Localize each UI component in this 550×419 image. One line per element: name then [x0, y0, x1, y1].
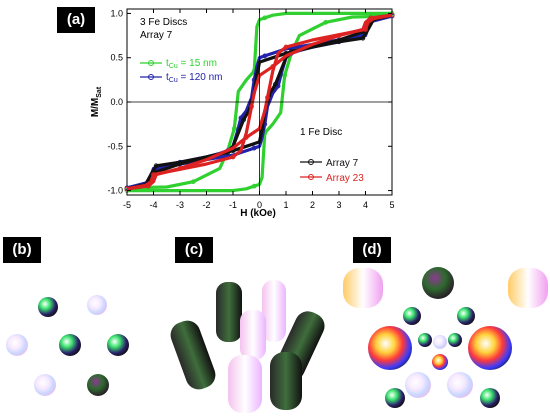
y-tick-label: -1.0 — [107, 186, 123, 196]
series-point — [282, 73, 288, 78]
y-axis-label-main: M/M — [90, 98, 101, 117]
x-tick-label: -5 — [123, 200, 131, 210]
legend-entry-array-23: Array 23 — [300, 173, 364, 184]
series-point — [153, 163, 159, 169]
disc-b-1 — [38, 297, 58, 317]
legend-entry-array-7: Array 7 — [300, 158, 359, 169]
disc-d-8 — [448, 333, 462, 347]
cyl-c-7 — [270, 352, 302, 410]
series-point — [190, 179, 196, 185]
disc-b-7 — [87, 374, 109, 396]
series-point — [265, 95, 270, 100]
series-point — [283, 44, 289, 50]
disc-d-1 — [422, 267, 454, 299]
x-tick-label: -4 — [149, 200, 157, 210]
x-tick-label: 0 — [257, 200, 262, 210]
cyl-c-4 — [170, 320, 216, 390]
series-point — [360, 35, 366, 41]
legend-array-7-text: Array 7 — [326, 158, 359, 169]
series-point — [231, 126, 237, 131]
cyl-d-2 — [508, 268, 548, 308]
panel-label-b: (b) — [3, 237, 41, 263]
series-point — [270, 64, 276, 69]
disc-d-7 — [433, 335, 447, 349]
cyl-c-3 — [240, 310, 266, 360]
series-point — [230, 154, 236, 160]
series-line-0-ascending — [127, 14, 393, 193]
legend-15nm-text: tCu = 15 nm — [166, 58, 217, 70]
x-tick-label: 3 — [336, 200, 341, 210]
series-point — [262, 15, 268, 21]
legend-top: tCu = 15 nm tCu = 120 nm — [140, 58, 223, 84]
cyl-c-6 — [228, 355, 262, 413]
series-point — [336, 33, 342, 38]
disc-d-2 — [403, 307, 421, 325]
cyl-d-1 — [343, 268, 383, 308]
x-tick-label: -3 — [176, 200, 184, 210]
disc-b-4 — [59, 334, 81, 356]
series-line-3-ascending — [126, 13, 393, 191]
series-point — [262, 53, 268, 59]
disc-d-11 — [447, 372, 473, 398]
legend-entry-120nm: tCu = 120 nm — [140, 72, 223, 84]
panel-label-a: (a) — [57, 7, 95, 33]
x-tick-label: 4 — [363, 200, 368, 210]
y-axis-label-sub: Sat — [96, 86, 103, 98]
disc-d-5 — [468, 326, 512, 370]
y-tick-label: -0.5 — [107, 141, 123, 151]
series-point — [151, 172, 156, 178]
series-point — [323, 19, 329, 25]
series-line-0-descending — [126, 11, 392, 190]
annotation-3-fe-discs: 3 Fe Discs — [140, 17, 187, 28]
panel-label-c: (c) — [175, 237, 213, 263]
x-axis-label: H (kOe) — [240, 208, 276, 219]
y-tick-label: 0.5 — [110, 53, 123, 63]
disc-d-4 — [368, 326, 412, 370]
series-point — [241, 117, 247, 123]
scene-c — [170, 280, 325, 413]
disc-d-12 — [385, 388, 405, 408]
annotation-1-fe-disc: 1 Fe Disc — [300, 127, 342, 138]
svg-text:M/MSat: M/MSat — [90, 86, 103, 117]
y-tick-label: 1.0 — [110, 8, 123, 18]
disc-d-10 — [405, 372, 431, 398]
y-axis-label: M/MSat — [90, 86, 103, 117]
axes-layer: -5 -4 -3 -2 -1 0 1 2 3 4 5 -1.0 -0.5 0.0 0.5 1.0 — [107, 8, 394, 210]
annotation-array-7: Array 7 — [140, 30, 173, 41]
disc-b-3 — [6, 334, 28, 356]
cyl-c-2 — [262, 280, 286, 342]
panel-label-d: (d) — [353, 237, 391, 263]
legend-array-23-text: Array 23 — [326, 173, 364, 184]
series-point — [251, 145, 257, 151]
x-tick-label: 5 — [389, 200, 394, 210]
cyl-c-1 — [216, 282, 242, 342]
scene-d — [343, 267, 548, 408]
x-tick-label: -1 — [229, 200, 237, 210]
x-tick-label: 1 — [283, 200, 288, 210]
disc-b-6 — [34, 374, 56, 396]
disc-b-5 — [107, 334, 129, 356]
scene-b — [6, 295, 129, 396]
legend-120nm-text: tCu = 120 nm — [166, 72, 223, 84]
legend-bottom: Array 7 Array 23 — [300, 158, 364, 184]
series-point — [249, 104, 254, 109]
x-tick-label: 2 — [310, 200, 315, 210]
disc-b-2 — [87, 295, 107, 315]
series-point — [251, 183, 257, 189]
disc-d-3 — [457, 307, 475, 325]
disc-d-9 — [432, 354, 448, 370]
y-tick-label: 0.0 — [110, 97, 123, 107]
curve-layer — [124, 11, 395, 193]
legend-entry-15nm: tCu = 15 nm — [140, 58, 217, 70]
series-point — [368, 15, 374, 21]
disc-d-13 — [480, 388, 500, 408]
series-point — [272, 81, 278, 87]
disc-d-6 — [418, 333, 432, 347]
x-tick-label: -2 — [202, 200, 210, 210]
